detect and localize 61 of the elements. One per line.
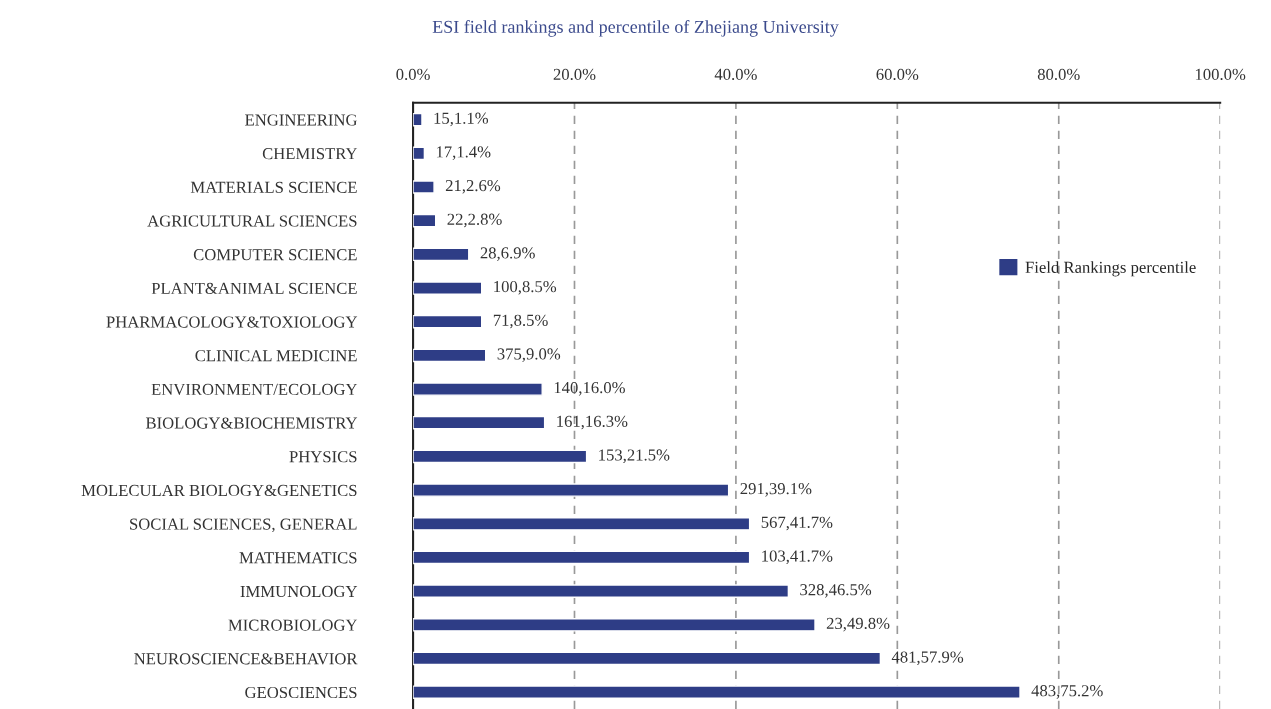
bar	[413, 247, 470, 262]
y-tick-label: CHEMISTRY	[262, 148, 358, 160]
bar	[413, 112, 423, 127]
bar	[413, 213, 437, 228]
bar	[413, 584, 790, 598]
data-label: 140,16.0%	[554, 381, 625, 396]
x-tick-label: 20.0%	[553, 68, 596, 81]
y-tick-label: PHYSICS	[289, 451, 357, 463]
bar	[413, 415, 546, 430]
bar	[413, 483, 730, 497]
y-tick-label: SOCIAL SCIENCES, GENERAL	[130, 518, 357, 533]
data-label: 481,57.9%	[891, 651, 964, 666]
data-label: 100,8.5%	[494, 280, 557, 295]
bar	[413, 281, 483, 295]
data-label: 567,41.7%	[761, 516, 833, 531]
bar	[413, 382, 543, 396]
data-label: 291,39.1%	[740, 483, 812, 497]
data-label: 71,8.5%	[493, 314, 548, 329]
data-label: 103,41.7%	[762, 550, 833, 565]
y-tick-label: ENVIRONMENT/ECOLOGY	[151, 383, 358, 396]
data-label: 15,1.1%	[434, 112, 489, 127]
bar	[413, 651, 882, 666]
data-label: 161,16.3%	[557, 415, 628, 430]
y-tick-label: BIOLOGY&BIOCHEMISTRY	[145, 417, 358, 429]
y-tick-label: ENGINEERING	[245, 114, 357, 126]
data-label: 23,49.8%	[826, 617, 890, 632]
legend-label: Field Rankings percentile	[1025, 261, 1196, 277]
y-tick-label: MICROBIOLOGY	[228, 619, 358, 631]
y-tick-label: NEUROSCIENCE&BEHAVIOR	[134, 653, 358, 665]
y-tick-label: MATHEMATICS	[239, 552, 357, 564]
bar	[413, 449, 588, 464]
bar	[413, 517, 751, 531]
data-label: 17,1.4%	[436, 146, 491, 160]
data-label: 375,9.0%	[497, 348, 561, 362]
x-tick-label: 100.0%	[1195, 68, 1246, 81]
chart-title: ESI field rankings and percentile of Zhejiang University	[432, 20, 839, 37]
y-tick-label: IMMUNOLOGY	[240, 585, 358, 598]
data-label: 153,21.5%	[599, 449, 670, 463]
x-tick-label: 80.0%	[1037, 68, 1080, 81]
x-tick-label: 40.0%	[714, 68, 757, 81]
data-label: 328,46.5%	[800, 584, 872, 598]
data-label: 28,6.9%	[480, 247, 535, 261]
y-tick-label: PHARMACOLOGY&TOXIOLOGY	[106, 316, 358, 328]
bar	[413, 618, 816, 632]
bar	[413, 314, 483, 329]
bar	[413, 550, 751, 565]
data-label: 21,2.6%	[445, 179, 501, 194]
x-tick-label: 0.0%	[396, 68, 430, 81]
y-tick-label: GEOSCIENCES	[245, 686, 357, 699]
y-tick-label: CLINICAL MEDICINE	[195, 350, 357, 362]
y-tick-label: AGRICULTURAL SCIENCES	[147, 215, 357, 227]
bar	[413, 685, 1021, 699]
bar	[413, 180, 435, 194]
y-tick-label: PLANT&ANIMAL SCIENCE	[151, 282, 357, 294]
bar	[413, 348, 487, 363]
data-label: 483,75.2%	[1031, 685, 1103, 699]
y-tick-label: MOLECULAR BIOLOGY&GENETICS	[81, 484, 357, 497]
y-tick-label: COMPUTER SCIENCE	[193, 249, 357, 261]
y-tick-label: MATERIALS SCIENCE	[190, 181, 357, 193]
x-tick-label: 60.0%	[876, 68, 919, 81]
data-label: 22,2.8%	[447, 213, 502, 228]
